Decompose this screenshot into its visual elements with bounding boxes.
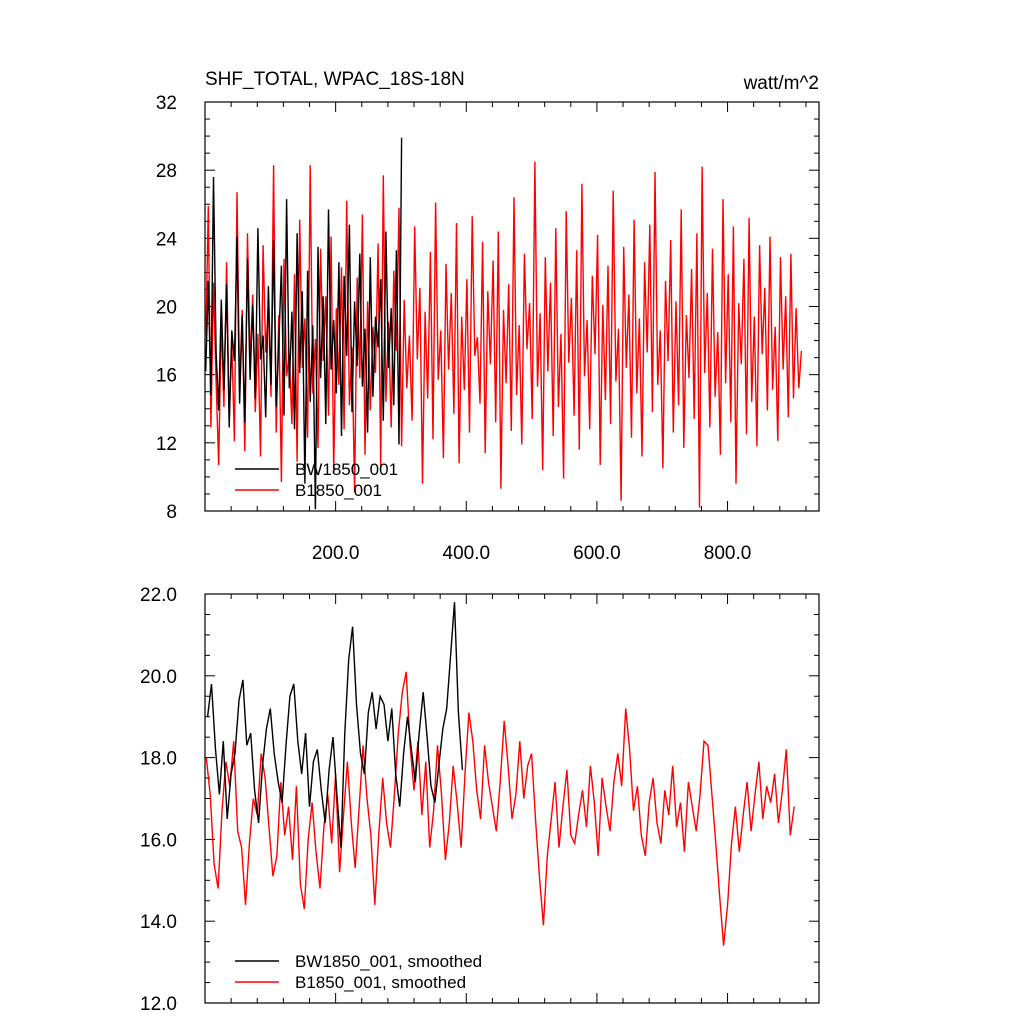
top-panel: SHF_TOTAL, WPAC_18S-18N watt/m^2 8 12 16 20… [156,69,820,564]
legend-label: BW1850_001 [295,460,398,479]
legend-label: BW1850_001, smoothed [295,952,482,971]
y-tick-label: 20 [156,298,177,319]
series-line-bw1850 [206,602,464,848]
y-tick-label: 12 [156,434,177,455]
top-axes: 8 12 16 20 24 28 32 200.0 400.0 600.0 800.0 [156,93,819,564]
y-tick-label: 28 [156,161,177,182]
x-tick-label: 200.0 [312,543,360,564]
top-chart-units: watt/m^2 [743,73,819,94]
series-line-b1850 [205,671,795,946]
x-tick-label: 400.0 [443,543,491,564]
legend-label: B1850_001, smoothed [295,973,466,992]
y-tick-label: 20.0 [140,667,177,688]
top-chart-title: SHF_TOTAL, WPAC_18S-18N [205,69,465,90]
bottom-axes: 12.0 14.0 16.0 18.0 20.0 22.0 [140,585,819,1015]
series-line-b1850 [205,161,803,508]
top-series-group [205,137,803,510]
y-tick-label: 16 [156,366,177,387]
bottom-panel: 12.0 14.0 16.0 18.0 20.0 22.0 BW1850_001, smo… [140,585,820,1015]
y-tick-label: 8 [166,502,177,523]
y-tick-label: 12.0 [140,994,177,1015]
y-tick-label: 24 [156,229,178,250]
x-tick-label: 600.0 [573,543,621,564]
y-tick-label: 16.0 [140,830,177,851]
legend-label: B1850_001 [295,481,382,500]
series-line-bw1850 [205,137,403,510]
y-tick-label: 14.0 [140,912,177,933]
y-tick-label: 32 [156,93,177,114]
x-tick-label: 800.0 [704,543,752,564]
y-tick-label: 18.0 [140,749,177,770]
bottom-series-group [205,602,795,946]
top-legend: BW1850_001 B1850_001 [235,460,398,500]
y-tick-label: 22.0 [140,585,177,606]
bottom-legend: BW1850_001, smoothed B1850_001, smoothed [235,952,482,992]
